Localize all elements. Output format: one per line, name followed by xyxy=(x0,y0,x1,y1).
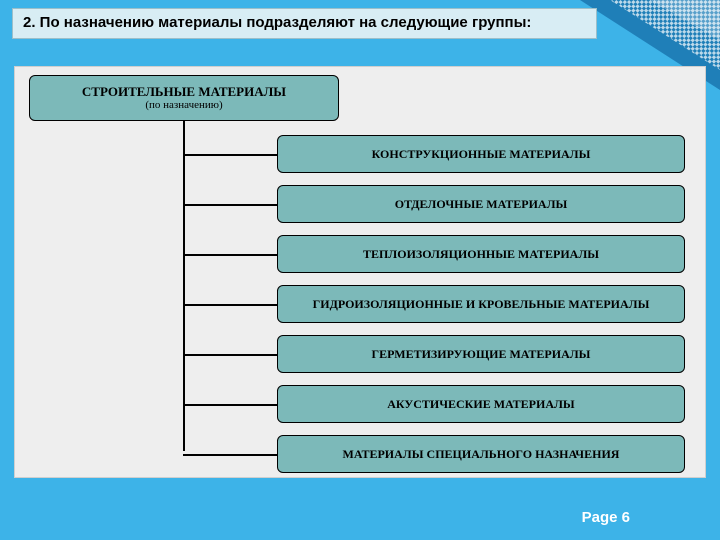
tree-leaf-row: КОНСТРУКЦИОННЫЕ МАТЕРИАЛЫ xyxy=(15,133,705,179)
tree-root-subtitle: (по назначению) xyxy=(30,99,338,111)
tree-branch xyxy=(183,204,279,206)
tree-branch xyxy=(183,354,279,356)
tree-leaves: КОНСТРУКЦИОННЫЕ МАТЕРИАЛЫ ОТДЕЛОЧНЫЕ МАТ… xyxy=(15,133,705,483)
diagram-panel: СТРОИТЕЛЬНЫЕ МАТЕРИАЛЫ (по назначению) К… xyxy=(14,66,706,478)
tree-leaf-label: ГИДРОИЗОЛЯЦИОННЫЕ И КРОВЕЛЬНЫЕ МАТЕРИАЛЫ xyxy=(313,297,650,312)
tree-leaf-row: ОТДЕЛОЧНЫЕ МАТЕРИАЛЫ xyxy=(15,183,705,229)
tree-leaf-row: ГИДРОИЗОЛЯЦИОННЫЕ И КРОВЕЛЬНЫЕ МАТЕРИАЛЫ xyxy=(15,283,705,329)
tree-leaf-label: МАТЕРИАЛЫ СПЕЦИАЛЬНОГО НАЗНАЧЕНИЯ xyxy=(343,447,620,462)
slide-title: 2. По назначению материалы подразделяют … xyxy=(12,8,597,39)
tree-leaf-label: КОНСТРУКЦИОННЫЕ МАТЕРИАЛЫ xyxy=(372,147,591,162)
tree-leaf: ОТДЕЛОЧНЫЕ МАТЕРИАЛЫ xyxy=(277,185,685,223)
tree-leaf-row: АКУСТИЧЕСКИЕ МАТЕРИАЛЫ xyxy=(15,383,705,429)
tree-branch xyxy=(183,304,279,306)
slide-title-text: 2. По назначению материалы подразделяют … xyxy=(23,14,531,31)
tree-leaf-label: АКУСТИЧЕСКИЕ МАТЕРИАЛЫ xyxy=(387,397,574,412)
tree-leaf: АКУСТИЧЕСКИЕ МАТЕРИАЛЫ xyxy=(277,385,685,423)
tree-leaf: ГЕРМЕТИЗИРУЮЩИЕ МАТЕРИАЛЫ xyxy=(277,335,685,373)
tree-leaf-label: ГЕРМЕТИЗИРУЮЩИЕ МАТЕРИАЛЫ xyxy=(372,347,591,362)
tree-leaf-label: ОТДЕЛОЧНЫЕ МАТЕРИАЛЫ xyxy=(395,197,568,212)
tree-root-title: СТРОИТЕЛЬНЫЕ МАТЕРИАЛЫ xyxy=(30,85,338,99)
tree-leaf: ТЕПЛОИЗОЛЯЦИОННЫЕ МАТЕРИАЛЫ xyxy=(277,235,685,273)
tree-branch xyxy=(183,154,279,156)
tree-leaf: МАТЕРИАЛЫ СПЕЦИАЛЬНОГО НАЗНАЧЕНИЯ xyxy=(277,435,685,473)
slide: 2. По назначению материалы подразделяют … xyxy=(0,0,720,540)
tree-leaf-row: ГЕРМЕТИЗИРУЮЩИЕ МАТЕРИАЛЫ xyxy=(15,333,705,379)
page-number: Page 6 xyxy=(582,509,630,526)
tree-leaf-label: ТЕПЛОИЗОЛЯЦИОННЫЕ МАТЕРИАЛЫ xyxy=(363,247,599,262)
tree-leaf: КОНСТРУКЦИОННЫЕ МАТЕРИАЛЫ xyxy=(277,135,685,173)
tree-branch xyxy=(183,404,279,406)
tree-branch xyxy=(183,454,279,456)
tree-leaf: ГИДРОИЗОЛЯЦИОННЫЕ И КРОВЕЛЬНЫЕ МАТЕРИАЛЫ xyxy=(277,285,685,323)
page-number-text: Page 6 xyxy=(582,509,630,526)
tree-root: СТРОИТЕЛЬНЫЕ МАТЕРИАЛЫ (по назначению) xyxy=(29,75,339,121)
tree-leaf-row: ТЕПЛОИЗОЛЯЦИОННЫЕ МАТЕРИАЛЫ xyxy=(15,233,705,279)
tree-leaf-row: МАТЕРИАЛЫ СПЕЦИАЛЬНОГО НАЗНАЧЕНИЯ xyxy=(15,433,705,479)
tree-branch xyxy=(183,254,279,256)
